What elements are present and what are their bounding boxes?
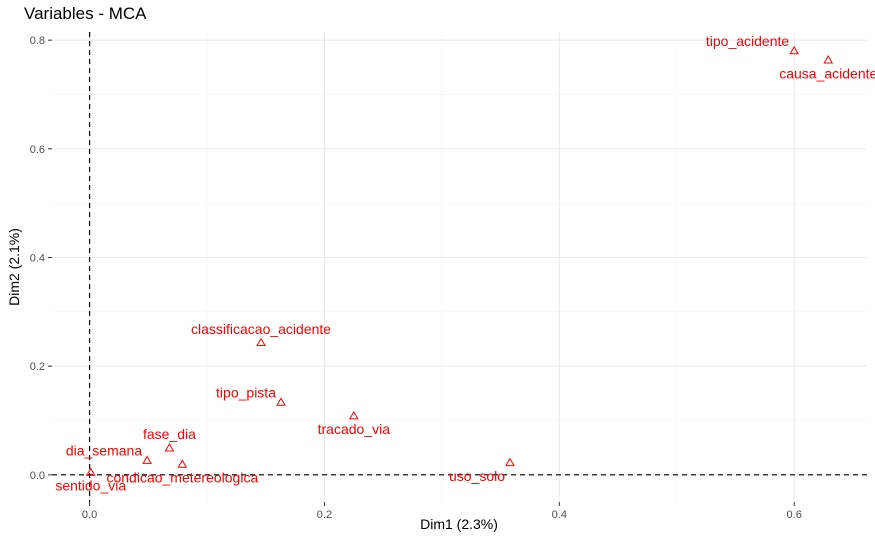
point-classificacao_acidente [256,337,266,347]
point-fase_dia [164,443,175,452]
point-tipo_pista [276,397,286,406]
y-tick-label: 0.8 [30,35,45,47]
grid-lines [52,32,867,502]
point-label: uso_solo [449,468,505,484]
point-dia_semana [142,455,152,464]
x-tick-label: 0.0 [82,509,97,521]
point-label: causa_acidente [779,65,875,81]
point-label: fase_dia [143,426,196,442]
x-axis: 0.0 0.2 0.4 0.6 [82,502,802,521]
point-label: tipo_pista [216,385,276,401]
point-tipo_acidente [789,45,800,55]
point-labels: tipo_acidente causa_acidente classificacao… [55,33,875,494]
point-tracado_via [348,410,359,420]
y-axis: 0.0 0.2 0.4 0.6 0.8 [30,35,52,482]
x-tick-label: 0.4 [552,509,567,521]
x-tick-label: 0.6 [787,509,802,521]
y-tick-label: 0.6 [30,144,45,156]
point-label: condicao_metereologica [106,470,258,486]
x-axis-title: Dim1 (2.3%) [420,516,498,532]
point-label: sentido_via [55,478,126,494]
reference-lines [52,32,867,502]
y-tick-label: 0.0 [30,470,45,482]
point-label: dia_semana [66,443,142,459]
point-label: tracado_via [318,421,391,437]
plot-panel [52,32,867,502]
point-label: tipo_acidente [706,33,790,49]
y-axis-title: Dim2 (2.1%) [6,228,22,306]
point-uso_solo [505,457,515,467]
point-condicao_metereologica [177,459,188,468]
point-sentido_via [85,467,96,476]
y-tick-label: 0.4 [30,252,45,264]
data-points [85,45,834,476]
point-label: classificacao_acidente [191,321,331,337]
y-tick-label: 0.2 [30,361,45,373]
chart-title: Variables - MCA [24,4,147,23]
x-tick-label: 0.2 [317,509,332,521]
point-causa_acidente [823,55,834,64]
